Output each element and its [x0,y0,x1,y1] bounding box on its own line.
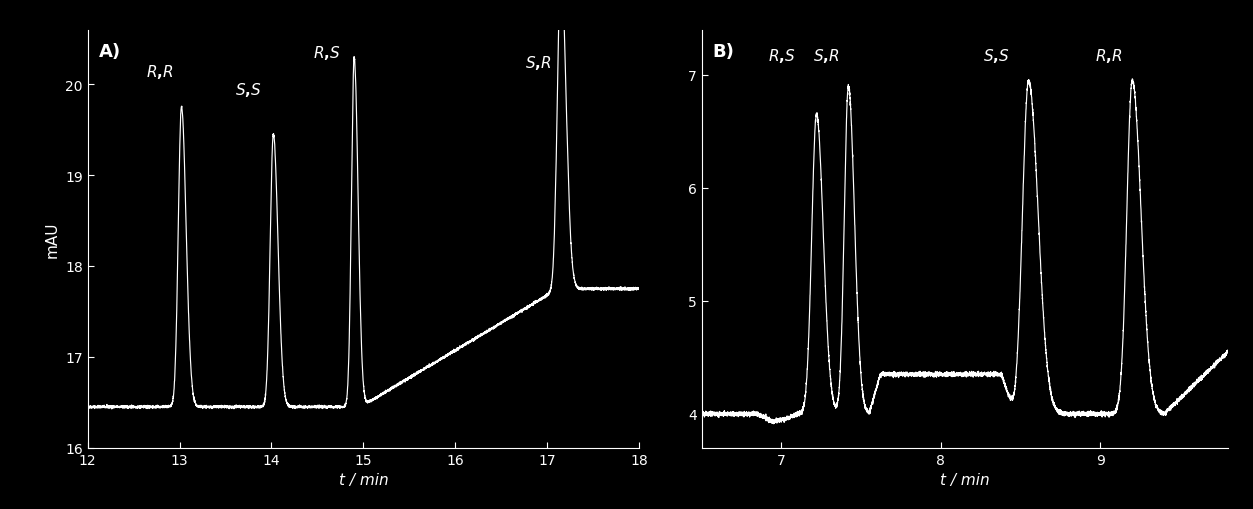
Text: $\it{S}$,$\it{S}$: $\it{S}$,$\it{S}$ [236,80,262,99]
Y-axis label: mAU: mAU [45,221,60,258]
X-axis label: t / min: t / min [940,472,990,487]
Text: $\it{S}$,$\it{R}$: $\it{S}$,$\it{R}$ [525,53,551,71]
Text: B): B) [712,43,734,61]
Text: $\it{S}$,$\it{S}$: $\it{S}$,$\it{S}$ [984,46,1010,64]
Text: $\it{R}$,$\it{R}$: $\it{R}$,$\it{R}$ [1095,46,1123,64]
X-axis label: t / min: t / min [338,472,388,487]
Text: $\it{R}$,$\it{S}$: $\it{R}$,$\it{S}$ [768,46,796,64]
Text: $\it{S}$,$\it{R}$: $\it{S}$,$\it{R}$ [813,46,840,64]
Text: A): A) [99,43,120,61]
Text: $\it{R}$,$\it{R}$: $\it{R}$,$\it{R}$ [145,63,173,80]
Text: $\it{R}$,$\it{S}$: $\it{R}$,$\it{S}$ [313,44,341,62]
